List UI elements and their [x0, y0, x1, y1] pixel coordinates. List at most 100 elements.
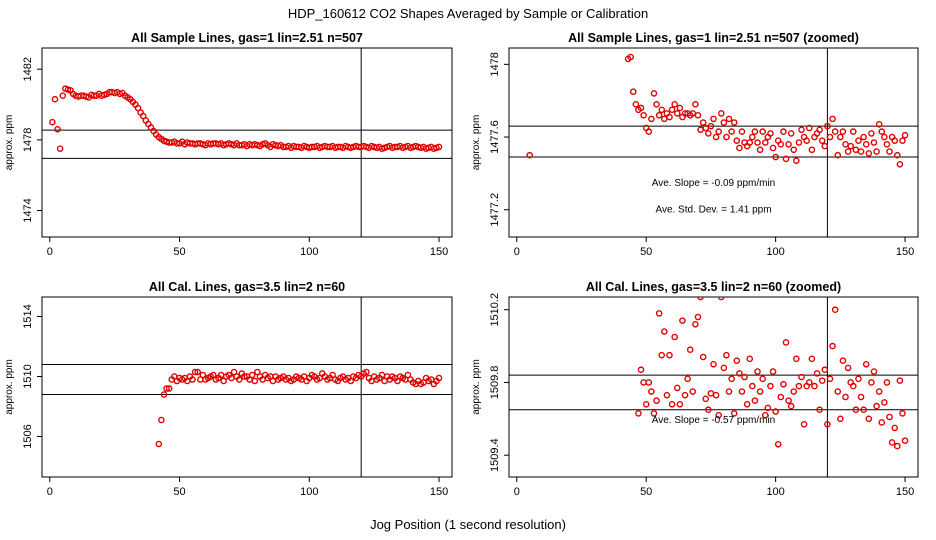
data-point — [901, 437, 909, 444]
data-point — [705, 130, 712, 137]
data-point — [746, 139, 754, 146]
data-point — [772, 153, 779, 161]
x-axis-label: Jog Position (1 second resolution) — [370, 517, 566, 532]
data-point — [728, 128, 735, 135]
data-point — [673, 110, 681, 117]
data-point — [780, 128, 787, 135]
x-tick-label: 150 — [896, 486, 914, 498]
x-tick-label: 150 — [896, 246, 914, 258]
data-point — [831, 306, 839, 314]
data-point — [849, 382, 857, 390]
data-point — [692, 320, 699, 328]
data-point — [686, 346, 694, 354]
data-point — [821, 142, 829, 150]
data-point — [837, 415, 844, 423]
data-point — [730, 119, 738, 126]
data-point — [813, 370, 821, 377]
data-point — [640, 379, 647, 386]
data-point — [816, 406, 823, 414]
data-point — [842, 141, 849, 148]
data-point — [834, 388, 842, 395]
data-point — [165, 385, 173, 392]
data-point — [754, 139, 761, 146]
data-point — [684, 375, 691, 383]
data-point — [635, 410, 642, 417]
data-point — [767, 130, 774, 137]
annotation: Ave. Std. Dev. = 1.41 ppm — [655, 204, 771, 215]
data-point — [642, 400, 650, 408]
x-tick-label: 50 — [173, 486, 185, 498]
data-point — [733, 357, 741, 364]
panel-title: All Cal. Lines, gas=3.5 lin=2 n=60 — [149, 280, 345, 294]
y-tick-label: 1506 — [22, 424, 34, 448]
data-point — [645, 128, 653, 135]
data-point — [896, 377, 904, 384]
data-point — [650, 410, 658, 417]
data-point — [730, 410, 738, 417]
panel-sample-lines-zoomed: All Sample Lines, gas=1 lin=2.51 n=507 (… — [471, 31, 919, 258]
data-point — [798, 373, 805, 381]
data-point — [837, 133, 844, 141]
data-point — [868, 130, 875, 137]
data-point — [707, 122, 715, 130]
x-tick-label: 100 — [300, 486, 318, 498]
data-point — [679, 317, 686, 324]
x-tick-label: 100 — [766, 246, 784, 258]
data-point — [839, 128, 847, 135]
data-point — [777, 393, 785, 401]
x-tick-label: 150 — [430, 246, 448, 258]
data-point — [363, 368, 370, 376]
data-point — [189, 376, 196, 383]
data-point — [754, 368, 761, 375]
panel-title: All Sample Lines, gas=1 lin=2.51 n=507 (… — [568, 31, 859, 45]
data-point — [842, 393, 849, 401]
data-point — [798, 126, 805, 134]
y-tick-label: 1477.6 — [489, 120, 501, 154]
data-point — [855, 137, 862, 144]
data-point — [888, 439, 896, 446]
data-point — [681, 391, 689, 399]
data-point — [655, 310, 663, 317]
data-point — [891, 137, 899, 144]
data-point — [826, 375, 834, 383]
data-point — [852, 406, 860, 414]
data-point — [435, 374, 443, 382]
data-point — [875, 388, 883, 395]
data-point — [736, 144, 743, 152]
panel-sample-lines: All Sample Lines, gas=1 lin=2.51 n=507 0 5… — [4, 31, 453, 258]
data-point — [793, 157, 800, 164]
data-point — [886, 148, 893, 155]
data-point — [676, 400, 684, 408]
x-tick-label: 50 — [173, 246, 185, 258]
plot-frame — [41, 296, 453, 478]
data-point — [811, 382, 818, 390]
data-point — [653, 101, 660, 108]
data-point — [805, 124, 813, 132]
plot-frame — [508, 47, 919, 238]
data-point — [816, 126, 823, 134]
data-point — [780, 380, 787, 388]
data-point — [235, 376, 243, 383]
data-point — [728, 375, 735, 383]
data-point — [886, 413, 893, 421]
x-tick-label: 100 — [766, 486, 784, 498]
data-point — [663, 391, 671, 399]
data-point — [158, 416, 165, 424]
data-point — [741, 373, 748, 381]
data-points — [526, 53, 909, 168]
y-tick-label: 1509.4 — [489, 438, 501, 472]
y-tick-label: 1514 — [22, 304, 34, 328]
x-tick-label: 0 — [47, 246, 53, 258]
data-point — [658, 351, 666, 359]
data-point — [899, 410, 906, 417]
page-title: HDP_160612 CO2 Shapes Averaged by Sample… — [288, 6, 648, 21]
data-point — [666, 113, 673, 121]
data-point — [899, 137, 906, 144]
panel-title: All Sample Lines, gas=1 lin=2.51 n=507 — [131, 31, 363, 45]
data-point — [697, 297, 704, 301]
data-point — [824, 420, 831, 428]
data-point — [648, 115, 655, 123]
data-point — [756, 388, 764, 395]
data-point — [777, 141, 785, 148]
